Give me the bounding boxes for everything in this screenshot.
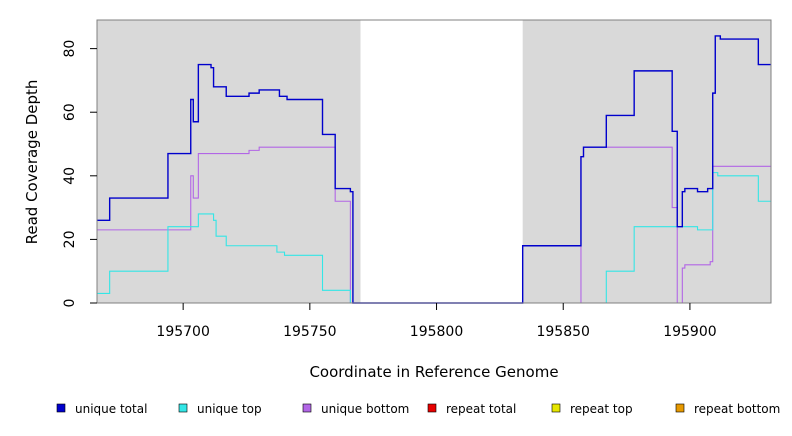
legend: unique total unique top unique bottom repea…	[56, 402, 780, 416]
x-axis: 195700 195750 195800 195850 195900	[156, 303, 717, 340]
x-axis-title: Coordinate in Reference Genome	[309, 363, 558, 381]
shaded-region-2	[522, 20, 771, 303]
y-tick-label: 80	[62, 40, 78, 58]
x-tick-label: 195700	[156, 324, 209, 340]
x-tick-label: 195850	[536, 324, 589, 340]
y-axis: 0 20 40 60 80	[62, 40, 97, 308]
legend-swatch-repeat-top	[551, 403, 561, 413]
series-line-unique-top	[97, 172, 771, 304]
legend-swatch-unique-bottom	[302, 403, 312, 413]
legend-label-repeat-total: repeat total	[446, 402, 516, 416]
series-line-unique-total	[97, 35, 771, 304]
legend-swatch-repeat-total	[427, 403, 437, 413]
x-tick-label: 195900	[663, 324, 716, 340]
legend-label-unique-top: unique top	[197, 402, 262, 416]
plot-background	[97, 20, 771, 303]
y-tick-label: 0	[62, 299, 78, 308]
legend-label-repeat-top: repeat top	[570, 402, 633, 416]
x-tick-label: 195800	[410, 324, 463, 340]
x-tick-label: 195750	[283, 324, 336, 340]
y-tick-label: 40	[62, 167, 78, 185]
legend-swatch-repeat-bottom	[675, 403, 685, 413]
legend-label-unique-bottom: unique bottom	[321, 402, 409, 416]
shaded-region-1	[97, 20, 361, 303]
y-tick-label: 60	[62, 103, 78, 121]
legend-swatch-unique-total	[56, 403, 66, 413]
legend-label-unique-total: unique total	[75, 402, 147, 416]
legend-label-repeat-bottom: repeat bottom	[694, 402, 780, 416]
y-axis-title: Read Coverage Depth	[23, 80, 41, 245]
plot-frame	[96, 19, 772, 304]
legend-swatch-unique-top	[178, 403, 188, 413]
y-tick-label: 20	[62, 230, 78, 248]
